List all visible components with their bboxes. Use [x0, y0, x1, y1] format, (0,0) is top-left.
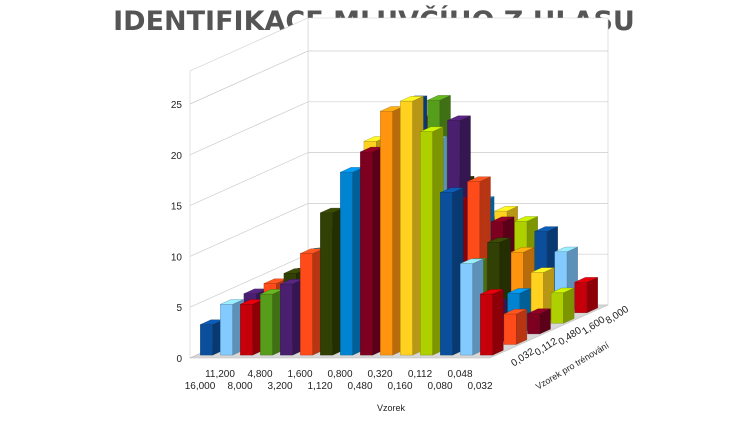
x-axis-label: Vzorek — [377, 403, 406, 413]
x-tick-label: 0,080 — [427, 381, 452, 392]
bar-face — [420, 131, 433, 356]
x-tick-label: 8,000 — [227, 381, 252, 392]
bar — [260, 289, 284, 356]
bar — [480, 289, 504, 356]
x-tick-label: 3,200 — [267, 381, 292, 392]
bar-face — [467, 176, 491, 182]
x-tick-label: 0,160 — [387, 381, 412, 392]
bar-face — [460, 258, 484, 264]
bar — [220, 299, 244, 356]
y-tick-label: 10 — [171, 252, 183, 263]
z-tick-label: 8,000 — [604, 304, 631, 327]
x-tick-label: 0,032 — [467, 381, 492, 392]
bar-face — [494, 206, 518, 212]
bar-face — [554, 246, 578, 252]
bar-face — [427, 95, 451, 101]
bar — [280, 278, 304, 356]
bar-face — [360, 151, 373, 356]
bar-face — [280, 283, 293, 356]
x-tick-label: 1,600 — [287, 369, 312, 380]
bar — [527, 308, 551, 335]
bar — [360, 146, 384, 356]
bar-face — [514, 216, 538, 222]
bar-face — [527, 308, 551, 314]
x-tick-label: 0,480 — [347, 381, 372, 392]
x-tick-label: 11,200 — [205, 369, 235, 380]
bar-face — [511, 247, 535, 253]
bar — [320, 207, 344, 356]
bar-face — [551, 287, 575, 293]
y-tick-label: 0 — [176, 354, 182, 365]
bar-face — [563, 287, 575, 324]
bar-face — [503, 309, 527, 315]
y-tick-label: 20 — [171, 151, 183, 162]
x-tick-label: 16,000 — [185, 381, 216, 392]
bar — [200, 319, 224, 356]
bar-face — [400, 100, 413, 356]
bar-face — [480, 289, 504, 295]
y-tick-label: 5 — [176, 303, 182, 314]
y-tick-label: 25 — [171, 100, 183, 111]
bar — [380, 106, 404, 356]
bar-face — [440, 187, 464, 193]
x-tick-label: 0,320 — [367, 369, 392, 380]
bar — [300, 248, 324, 356]
x-tick-label: 0,048 — [447, 369, 472, 380]
bar-face — [220, 299, 244, 305]
bar — [240, 299, 264, 356]
bar — [460, 258, 484, 356]
bar-face — [220, 304, 233, 356]
bar-face — [550, 292, 564, 324]
x-tick-label: 1,120 — [307, 381, 332, 392]
x-tick-label: 0,800 — [327, 369, 352, 380]
bar-face — [200, 324, 213, 356]
bar-face — [300, 253, 313, 356]
y-tick-label: 15 — [171, 202, 183, 213]
bar-face — [527, 313, 541, 335]
bar-face — [320, 212, 333, 356]
bar-face — [240, 304, 253, 356]
bar-face — [460, 263, 473, 356]
bar-face — [574, 282, 588, 313]
bar-face — [380, 111, 393, 356]
bar-face — [574, 277, 598, 283]
bar-face — [534, 226, 558, 232]
bar-face — [507, 288, 531, 294]
bar — [440, 187, 464, 356]
x-tick-label: 4,800 — [247, 369, 272, 380]
gridline-15 — [189, 152, 608, 206]
gridline-10 — [189, 203, 608, 257]
bar-face — [487, 237, 511, 243]
gridline-20 — [189, 101, 608, 156]
bar-face — [447, 115, 471, 121]
bar-face — [516, 308, 528, 345]
bar — [420, 126, 444, 356]
bar-face — [531, 267, 555, 273]
gridline-25 — [189, 50, 608, 105]
bar — [503, 308, 528, 345]
bar — [574, 277, 598, 313]
bar-face — [340, 172, 353, 356]
bar-face — [480, 293, 493, 356]
bar-face — [420, 126, 444, 132]
bar — [400, 96, 424, 356]
bar-face — [440, 192, 453, 356]
z-tick-label: 0,112 — [533, 336, 560, 359]
bar-face — [586, 277, 598, 313]
bar — [340, 167, 364, 356]
bar — [550, 287, 575, 324]
bar-face — [492, 289, 504, 356]
bar-face — [260, 293, 273, 356]
bar-face — [503, 313, 517, 345]
bar-face — [400, 96, 424, 102]
bar-face — [491, 216, 515, 222]
x-tick-label: 0,112 — [408, 369, 433, 380]
